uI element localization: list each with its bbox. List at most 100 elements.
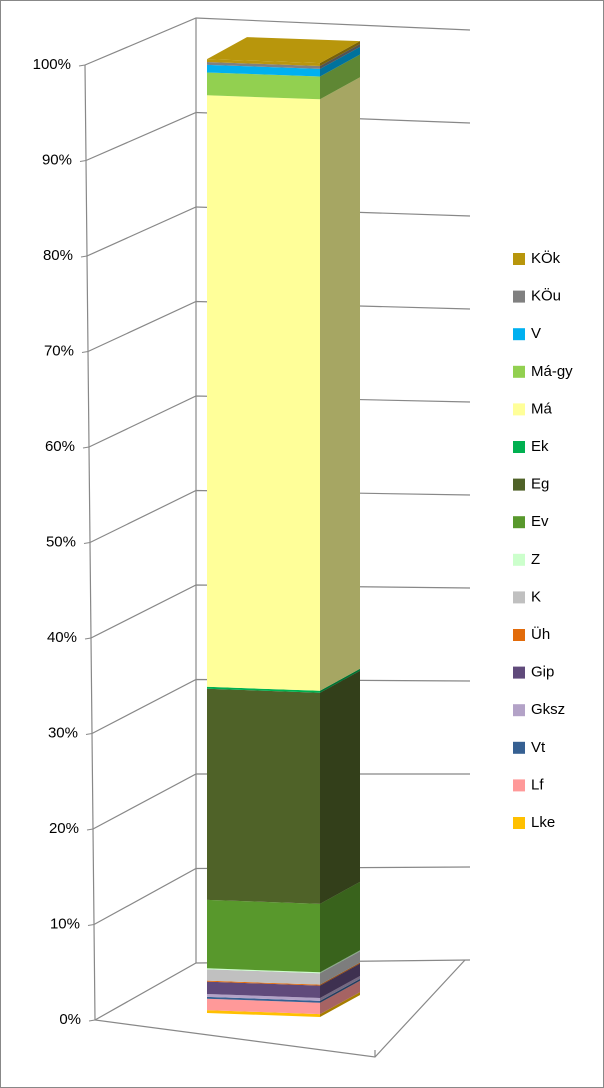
tick-mark: [85, 733, 93, 735]
bar-front: [207, 996, 320, 1003]
bar-front: [207, 59, 320, 66]
bar-side-shade: [320, 963, 360, 998]
y-tick-label: 0%: [59, 1011, 81, 1028]
bar-segment: [207, 963, 360, 998]
bar-side-shade: [320, 41, 360, 66]
legend-label: Má-gy: [531, 363, 573, 380]
bar-side: [320, 992, 360, 1017]
bar-front: [207, 62, 320, 69]
bar-top: [207, 37, 360, 64]
bar-side: [320, 41, 360, 66]
tick-mark: [87, 924, 95, 926]
legend-label: Gksz: [531, 701, 565, 718]
tick-mark: [79, 160, 87, 162]
bar-front: [207, 72, 320, 100]
bar-side-shade: [320, 77, 360, 691]
tick-mark: [82, 446, 90, 449]
y-tick-label: 10%: [50, 915, 80, 932]
grid-line: [91, 678, 471, 735]
bar-side: [320, 980, 360, 1015]
y-tick-label: 70%: [44, 342, 74, 359]
bar-side: [320, 881, 360, 973]
bar-front: [207, 993, 320, 1001]
bar-side: [320, 963, 360, 998]
tick-mark: [78, 64, 86, 67]
bar-segment: [207, 41, 360, 66]
bar-segment: [207, 44, 360, 69]
legend-label: V: [531, 325, 541, 342]
legend-swatch: [513, 478, 525, 491]
bar-side: [320, 951, 360, 985]
bar-front: [207, 686, 320, 693]
bar-front: [207, 64, 320, 77]
y-tick-label: 20%: [49, 820, 79, 837]
legend-swatch: [513, 328, 525, 341]
bar-front: [207, 899, 320, 973]
legend-swatch: [513, 253, 525, 265]
bar-side: [320, 950, 360, 974]
bar-segment: [207, 46, 360, 77]
bar-front: [207, 998, 320, 1015]
grid-line: [89, 489, 471, 544]
legend-swatch: [513, 741, 525, 754]
bar-side: [320, 44, 360, 69]
legend-label: Üh: [531, 625, 550, 643]
legend-label: KÖu: [531, 287, 561, 305]
bar-side-shade: [320, 978, 360, 1003]
y-tick-label: 80%: [43, 247, 73, 264]
bar-side-shade: [320, 951, 360, 985]
grid-line: [93, 866, 471, 926]
legend-swatch: [513, 704, 525, 717]
y-tick-label: 40%: [47, 629, 77, 646]
legend-swatch: [513, 290, 525, 303]
legend-label: Lf: [531, 776, 544, 793]
bar-side: [320, 962, 360, 986]
bar-side-shade: [320, 962, 360, 986]
legend-label: Vt: [531, 739, 546, 756]
y-tick-label: 60%: [45, 438, 75, 455]
grid-line: [88, 395, 471, 448]
bar-front: [207, 1010, 320, 1017]
legend-swatch: [513, 403, 525, 416]
bar-side-shade: [320, 950, 360, 974]
legend-swatch: [513, 779, 525, 792]
tick-mark: [84, 637, 92, 640]
bar-segment: [207, 77, 360, 691]
bar-segment: [207, 54, 360, 100]
bar-side-shade: [320, 881, 360, 973]
bar-side: [320, 668, 360, 693]
bar-front: [207, 981, 320, 998]
legend-swatch: [513, 441, 525, 453]
legend-swatch: [513, 817, 525, 829]
bar-segment: [207, 668, 360, 693]
legend-swatch: [513, 666, 525, 679]
legend-label: Lke: [531, 814, 555, 831]
legend-label: KÖk: [531, 249, 561, 267]
tick-mark: [83, 542, 91, 544]
bar-side-shade: [320, 46, 360, 77]
grid-line: [85, 111, 471, 162]
bar-segment: [207, 962, 360, 986]
bar-side: [320, 77, 360, 691]
tick-mark: [80, 255, 88, 258]
grid-line: [84, 17, 471, 66]
bar-side: [320, 670, 360, 904]
y-tick-label: 90%: [42, 151, 72, 168]
bar-front: [207, 969, 320, 985]
bar-front: [207, 980, 320, 986]
legend-label: Z: [531, 551, 540, 568]
bar-side-shade: [320, 975, 360, 1001]
legend-label: Gip: [531, 664, 554, 681]
legend-swatch: [513, 516, 525, 529]
grid-line: [86, 206, 471, 257]
bar-side: [320, 978, 360, 1003]
bar-front: [207, 688, 320, 904]
tick-mark: [81, 351, 89, 353]
bar-side-shade: [320, 992, 360, 1017]
bar-side-shade: [320, 54, 360, 100]
tick-mark: [86, 828, 94, 831]
bar-segment: [207, 951, 360, 985]
legend-label: K: [531, 588, 541, 605]
bar-segment: [207, 975, 360, 1001]
legend-label: Ek: [531, 438, 549, 455]
